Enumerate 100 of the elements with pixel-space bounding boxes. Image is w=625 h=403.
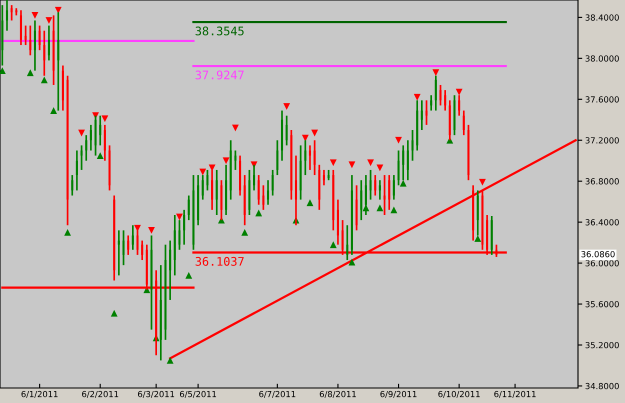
point [390,206,398,214]
point [199,168,206,176]
candlestick [425,99,428,126]
candlestick [318,164,320,211]
point [479,178,486,186]
y-tick-label: 38.4000 [586,14,619,21]
candlestick [188,194,190,221]
y-tick-label: 38.0000 [586,55,619,62]
candlestick [29,24,32,56]
candlestick [294,154,298,226]
x-tick-label: 6/3/2011 [138,390,174,398]
point [166,356,174,364]
point [432,69,440,76]
candlestick [10,4,13,22]
point [400,180,407,187]
candlestick [304,139,306,176]
y-tick-label: 35.2000 [586,342,619,348]
point [376,204,384,212]
point [208,164,216,172]
candlestick [346,224,348,261]
x-tick-label: 6/10/2011 [438,390,480,398]
candlestick [216,169,218,216]
point [456,88,463,96]
candlestick [6,0,8,32]
series-label: 36.1037 [196,256,244,266]
point [241,228,248,236]
candlestick [202,174,204,200]
candlestick [76,150,78,192]
candlestick [132,224,134,251]
candlestick [374,174,376,196]
candlestick [308,144,312,171]
point [26,69,34,76]
candlestick [24,24,27,46]
candlestick [183,209,186,246]
point [376,164,384,172]
candlestick [141,240,144,261]
x-tick-label: 6/9/2011 [380,390,416,398]
candlestick [127,234,130,256]
candlestick [420,99,423,131]
candlestick [462,110,465,136]
y-tick-label: 35.6000 [586,301,619,308]
candlestick [434,74,437,112]
candlestick [370,169,372,200]
candlestick [43,30,46,77]
candlestick [439,84,442,106]
candlestick [85,134,88,162]
candlestick [444,89,446,112]
point [176,214,183,220]
candlestick [80,144,83,171]
point [96,152,104,160]
point [414,94,421,101]
candlestick [430,94,432,112]
candlestick [90,124,92,152]
candlestick [230,139,232,200]
candlestick [71,174,74,196]
point [78,130,85,136]
y-tick-label: 36.4000 [586,219,619,226]
candlestick [174,214,176,276]
candlestick [378,179,381,200]
y-tick-label: 37.2000 [586,137,619,144]
candlestick [178,219,181,251]
x-tick-label: 6/7/2011 [259,390,296,398]
point [330,159,337,166]
candlestick [34,20,36,72]
point [283,103,290,110]
series-label: 37.9247 [196,70,244,80]
candlestick [272,169,274,196]
candlestick [262,184,264,211]
x-tick-label: 6/2/2011 [82,390,118,398]
point [40,76,48,84]
candlestick [244,174,246,226]
candlestick [118,230,120,276]
candlestick [406,139,409,182]
candlestick [388,174,390,211]
candlestick [38,24,41,51]
candlestick [266,179,270,206]
point [50,107,58,114]
point [232,124,239,132]
candlestick [448,99,451,142]
candlestick [416,99,418,152]
candlestick [258,174,260,206]
x-tick-label: 6/5/2011 [180,390,216,398]
x-tick-label: 6/1/2011 [21,390,58,398]
candlestick [286,114,288,146]
candlestick [490,215,493,256]
x-tick-label: 6/11/2011 [494,390,536,398]
point [222,157,230,164]
candlestick [364,174,367,216]
point [46,17,52,24]
candlestick [392,174,395,200]
point [330,241,337,248]
point [110,310,118,317]
point [311,130,318,136]
candlestick [332,169,334,232]
candlestick [169,240,172,301]
candlestick [104,124,106,162]
candlestick [206,169,208,192]
text: 36.0860 [581,251,615,258]
point [0,67,6,74]
y-tick-label: 37.6000 [586,96,619,103]
